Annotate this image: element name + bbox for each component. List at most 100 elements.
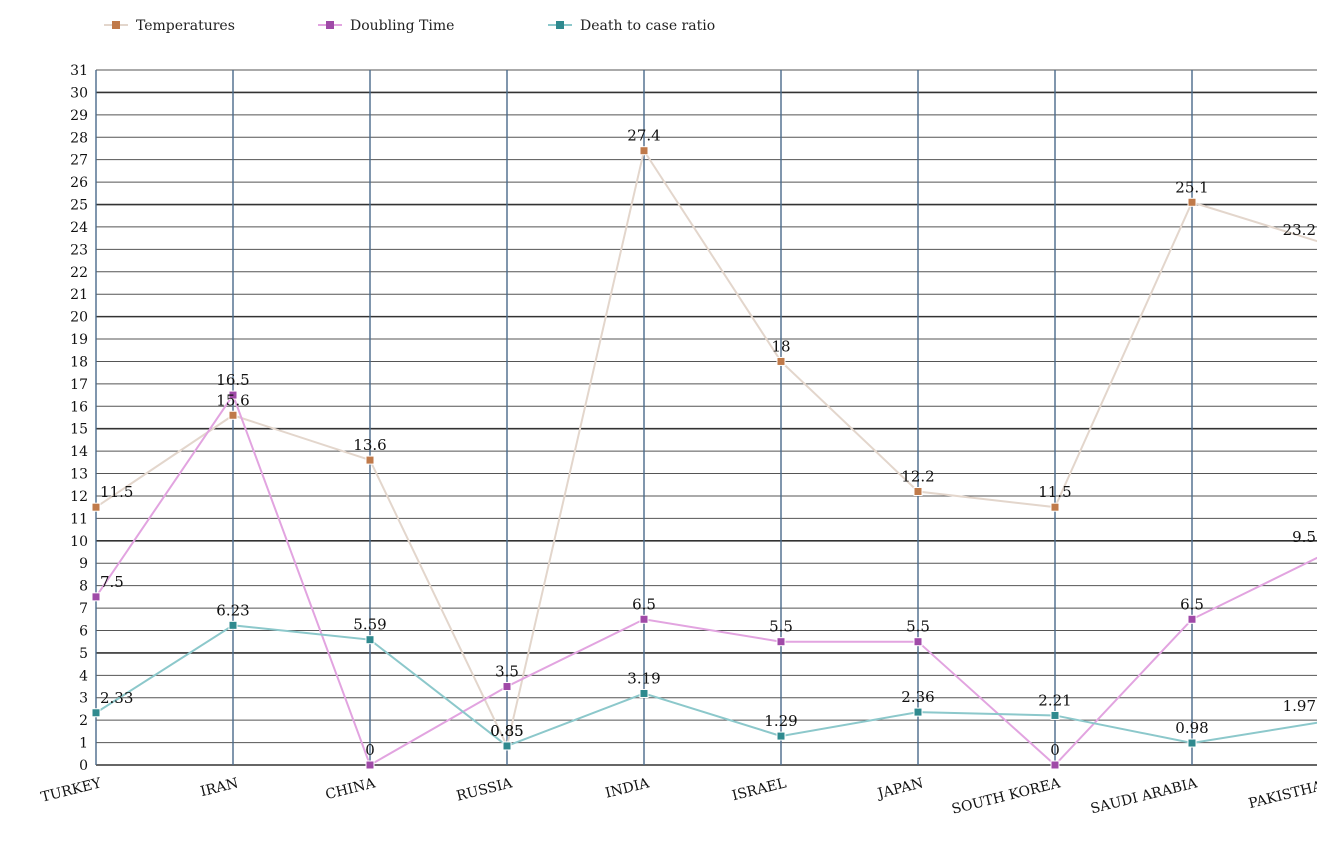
- data-label-death-to-case-ratio-india: 3.19: [627, 669, 660, 687]
- data-label-temperatures-south-korea: 11.5: [1038, 483, 1071, 501]
- data-label-death-to-case-ratio-japan: 2.36: [901, 688, 934, 706]
- x-tick-label-saudi-arabia: SAUDI ARABIA: [1089, 775, 1200, 817]
- legend-marker-doubling-time: [326, 21, 334, 29]
- point-doubling-time-india: [639, 614, 649, 624]
- legend-marker-death-to-case-ratio: [556, 21, 564, 29]
- data-label-doubling-time-saudi-arabia: 6.5: [1180, 595, 1204, 613]
- point-death-to-case-ratio-russia: [502, 741, 512, 751]
- y-tick-label: 7: [79, 601, 88, 617]
- point-death-to-case-ratio-israel: [776, 731, 786, 741]
- grid: [95, 69, 1317, 766]
- point-death-to-case-ratio-china: [365, 635, 375, 645]
- y-tick-label: 18: [70, 354, 88, 370]
- point-temperatures-south-korea: [1050, 502, 1060, 512]
- point-temperatures-turkey: [91, 502, 101, 512]
- data-label-death-to-case-ratio-china: 5.59: [353, 616, 386, 634]
- y-tick-label: 9: [79, 556, 88, 572]
- series-line-death-to-case-ratio: [95, 624, 1317, 748]
- y-tick-label: 19: [70, 332, 88, 348]
- y-tick-label: 17: [70, 377, 88, 393]
- data-label-death-to-case-ratio-pakisthan: 1.97: [1283, 697, 1316, 715]
- y-tick-label: 11: [70, 511, 88, 527]
- point-temperatures-india: [639, 146, 649, 156]
- point-temperatures-china: [365, 455, 375, 465]
- legend-label-temperatures: Temperatures: [136, 18, 235, 34]
- data-label-doubling-time-russia: 3.5: [495, 663, 519, 681]
- data-label-temperatures-pakisthan: 23.2: [1283, 221, 1316, 239]
- point-death-to-case-ratio-south-korea: [1050, 710, 1060, 720]
- data-label-temperatures-india: 27.4: [627, 127, 660, 145]
- x-tick-label-iran: IRAN: [199, 775, 240, 800]
- point-death-to-case-ratio-india: [639, 688, 649, 698]
- data-label-doubling-time-israel: 5.5: [769, 618, 793, 636]
- y-tick-label: 12: [70, 489, 88, 505]
- y-tick-label: 15: [70, 422, 88, 438]
- y-tick-label: 27: [70, 153, 88, 169]
- y-tick-label: 6: [79, 623, 88, 639]
- x-tick-label-china: CHINA: [324, 775, 378, 803]
- x-axis: TURKEY IRAN CHINA RUSSIA INDIA ISRAEL JAPAN SOU…: [39, 775, 1317, 818]
- point-temperatures-israel: [776, 356, 786, 366]
- x-tick-label-india: INDIA: [604, 775, 652, 802]
- y-tick-label: 29: [70, 108, 88, 124]
- data-label-death-to-case-ratio-turkey: 2.33: [100, 689, 133, 707]
- data-label-doubling-time-india: 6.5: [632, 595, 656, 613]
- y-tick-label: 28: [70, 130, 88, 146]
- data-labels: 11.5 15.6 13.6 0.85 27.4 18 12.2 11.5 25.1 23.2 7.…: [100, 127, 1316, 759]
- y-tick-label: 4: [79, 668, 88, 684]
- data-label-doubling-time-japan: 5.5: [906, 618, 930, 636]
- point-doubling-time-south-korea: [1050, 760, 1060, 770]
- y-tick-label: 22: [70, 265, 88, 281]
- y-tick-label: 0: [79, 758, 88, 774]
- point-temperatures-saudi-arabia: [1187, 197, 1197, 207]
- data-label-death-to-case-ratio-saudi-arabia: 0.98: [1175, 719, 1208, 737]
- y-tick-label: 16: [70, 399, 88, 415]
- legend-label-doubling-time: Doubling Time: [350, 18, 454, 34]
- y-tick-label: 20: [70, 310, 88, 326]
- data-label-death-to-case-ratio-south-korea: 2.21: [1038, 691, 1071, 709]
- x-tick-label-russia: RUSSIA: [455, 775, 515, 805]
- data-label-doubling-time-iran: 16.5: [216, 371, 249, 389]
- x-tick-label-south-korea: SOUTH KOREA: [950, 775, 1063, 818]
- y-tick-label: 14: [70, 444, 88, 460]
- point-doubling-time-israel: [776, 637, 786, 647]
- data-label-temperatures-china: 13.6: [353, 436, 386, 454]
- legend-label-death-to-case-ratio: Death to case ratio: [580, 18, 715, 34]
- point-death-to-case-ratio-iran: [228, 620, 238, 630]
- data-label-temperatures-japan: 12.2: [901, 467, 934, 485]
- point-temperatures-iran: [228, 410, 238, 420]
- data-label-death-to-case-ratio-russia: 0.85: [490, 722, 523, 740]
- point-temperatures-japan: [913, 486, 923, 496]
- y-tick-label: 21: [70, 287, 88, 303]
- data-label-doubling-time-turkey: 7.5: [100, 573, 124, 591]
- y-tick-label: 31: [70, 63, 88, 79]
- point-doubling-time-japan: [913, 637, 923, 647]
- y-tick-label: 10: [70, 534, 88, 550]
- point-death-to-case-ratio-japan: [913, 707, 923, 717]
- y-tick-label: 30: [70, 85, 88, 101]
- y-tick-label: 2: [79, 713, 88, 729]
- data-label-temperatures-saudi-arabia: 25.1: [1175, 178, 1208, 196]
- point-death-to-case-ratio-saudi-arabia: [1187, 738, 1197, 748]
- data-label-doubling-time-pakisthan: 9.5: [1292, 528, 1316, 546]
- y-tick-label: 23: [70, 242, 88, 258]
- data-label-death-to-case-ratio-israel: 1.29: [764, 712, 797, 730]
- legend: Temperatures Doubling Time Death to case r…: [104, 18, 715, 34]
- point-doubling-time-turkey: [91, 592, 101, 602]
- data-label-death-to-case-ratio-iran: 6.23: [216, 601, 249, 619]
- y-tick-label: 26: [70, 175, 88, 191]
- data-label-temperatures-israel: 18: [771, 337, 790, 355]
- series-layer: [91, 146, 1317, 770]
- point-doubling-time-china: [365, 760, 375, 770]
- y-tick-label: 3: [79, 691, 88, 707]
- y-tick-label: 13: [70, 467, 88, 483]
- y-tick-label: 5: [79, 646, 88, 662]
- data-label-doubling-time-south-korea: 0: [1050, 741, 1060, 759]
- point-doubling-time-iran: [228, 390, 238, 400]
- x-tick-label-israel: ISRAEL: [730, 775, 788, 804]
- point-death-to-case-ratio-turkey: [91, 708, 101, 718]
- data-label-temperatures-russia: 0.85: [490, 722, 523, 740]
- x-tick-label-pakisthan: PAKISTHAN: [1247, 775, 1317, 812]
- y-axis: 0123456789101112131415161718192021222324…: [70, 63, 88, 774]
